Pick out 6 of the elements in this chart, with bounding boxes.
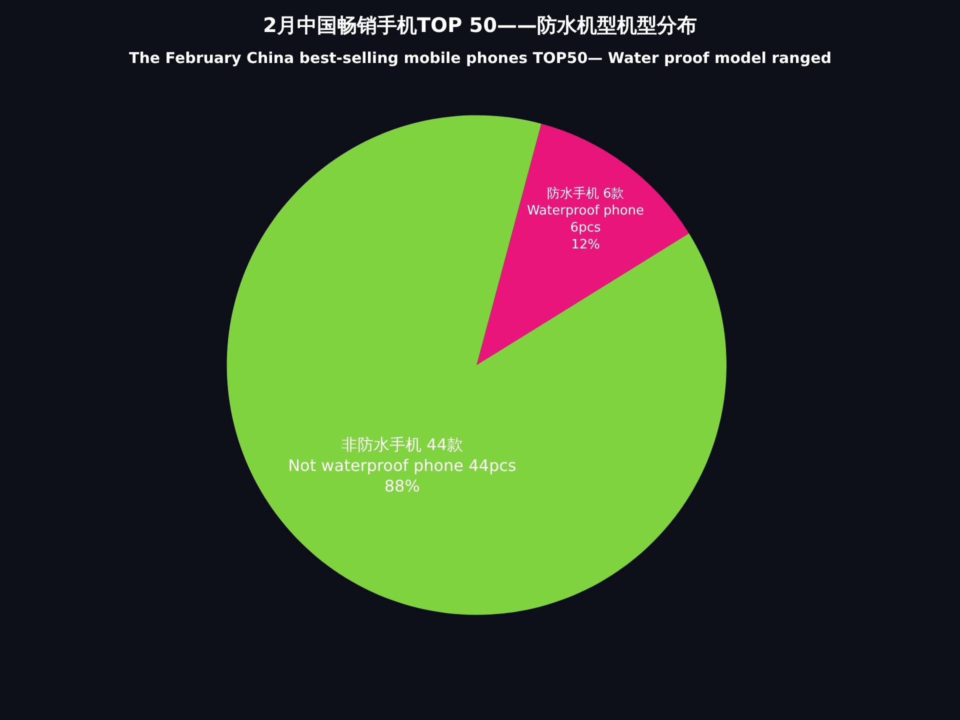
pie-slice bbox=[226, 115, 726, 614]
chart-title: 2月中国畅销手机TOP 50——防水机型机型分布 bbox=[263, 13, 698, 37]
chart-subtitle: The February China best-selling mobile phones TOP50— Water proof model ranged bbox=[129, 49, 832, 67]
pie-slice bbox=[476, 124, 689, 366]
slice-label: 防水手机 6款 Waterproof phone 6pcs 12% bbox=[526, 186, 644, 252]
slice-label: 非防水手机 44款 Not waterproof phone 44pcs 88% bbox=[288, 435, 516, 496]
